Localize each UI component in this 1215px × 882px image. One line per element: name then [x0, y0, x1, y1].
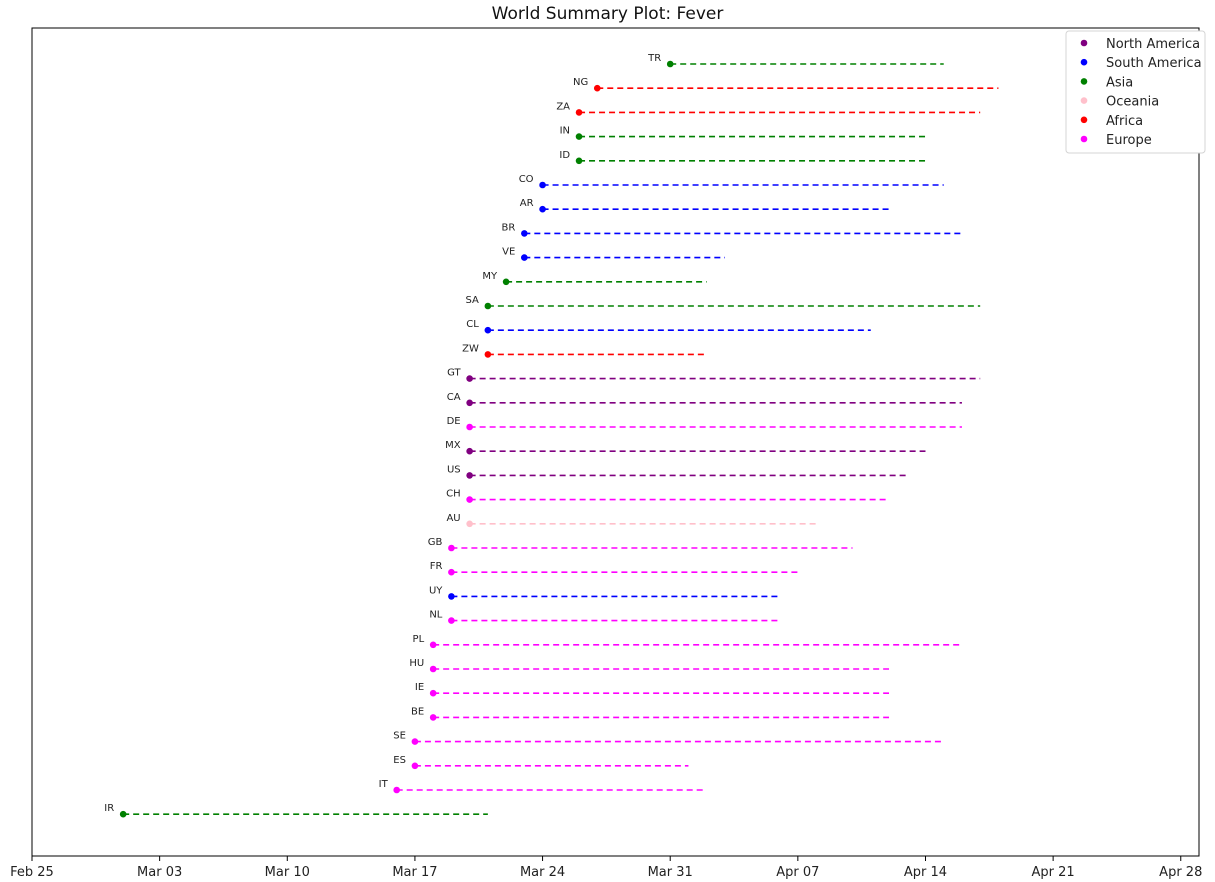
- legend-marker-asia: [1080, 78, 1088, 85]
- series-point-pl: [429, 641, 437, 649]
- country-label-ng: NG: [573, 77, 588, 88]
- x-tick-label: Mar 31: [648, 865, 693, 880]
- country-label-gt: GT: [447, 368, 461, 379]
- chart-title: World Summary Plot: Fever: [491, 4, 724, 24]
- series-point-us: [466, 472, 473, 479]
- country-label-ar: AR: [520, 198, 534, 209]
- series-point-ar: [539, 205, 546, 213]
- country-label-gb: GB: [428, 537, 443, 548]
- series-point-gt: [466, 375, 473, 382]
- country-label-au: AU: [446, 513, 460, 524]
- series-point-hu: [429, 665, 437, 673]
- country-label-ie: IE: [415, 682, 424, 693]
- country-label-ir: IR: [104, 803, 114, 814]
- country-label-be: BE: [411, 706, 424, 717]
- country-label-br: BR: [502, 222, 516, 233]
- series-point-my: [502, 278, 510, 286]
- series-point-sa: [484, 302, 492, 310]
- country-label-es: ES: [393, 755, 406, 766]
- country-label-se: SE: [393, 731, 406, 742]
- legend-label-north-america: North America: [1106, 37, 1200, 52]
- legend-marker-europe: [1080, 135, 1088, 143]
- series-point-tr: [666, 60, 674, 68]
- series-point-in: [575, 133, 583, 140]
- legend-box: [1065, 30, 1206, 154]
- country-label-co: CO: [519, 174, 534, 185]
- series-point-cl: [484, 326, 492, 334]
- legend-label-africa: Africa: [1106, 114, 1143, 129]
- plot-frame: [31, 27, 1200, 857]
- country-label-ca: CA: [447, 392, 461, 403]
- country-label-us: US: [447, 464, 461, 475]
- x-axis: Feb 25 Mar 03 Mar 10 Mar 17 Mar 24 Mar 31 Apr …: [10, 856, 1202, 880]
- x-tick-label: Apr 14: [904, 865, 947, 880]
- series-point-zw: [484, 351, 492, 358]
- series-point-ir: [119, 810, 127, 818]
- country-label-uy: UY: [429, 585, 443, 596]
- series-point-nl: [448, 617, 455, 624]
- country-label-ch: CH: [446, 489, 461, 500]
- country-label-fr: FR: [430, 561, 443, 572]
- country-label-id: ID: [559, 150, 570, 161]
- series-point-ca: [466, 399, 473, 407]
- country-label-ve: VE: [502, 247, 515, 258]
- country-label-cl: CL: [466, 319, 479, 330]
- series-point-ie: [429, 689, 437, 697]
- series-point-au: [466, 520, 473, 528]
- series-point-co: [539, 181, 546, 189]
- legend-marker-africa: [1080, 116, 1088, 124]
- country-label-my: MY: [482, 271, 498, 282]
- x-tick-label: Mar 10: [265, 865, 310, 880]
- legend-marker-oceania: [1080, 97, 1088, 104]
- series-point-uy: [448, 593, 455, 600]
- plot-points: [119, 60, 674, 818]
- legend-label-south-america: South America: [1106, 56, 1202, 71]
- legend-label-oceania: Oceania: [1106, 95, 1159, 110]
- country-label-it: IT: [379, 779, 389, 790]
- series-point-ve: [521, 254, 528, 261]
- plot-lines: [123, 63, 999, 816]
- country-label-zw: ZW: [462, 343, 479, 354]
- legend-label-asia: Asia: [1106, 75, 1133, 90]
- country-label-za: ZA: [556, 101, 570, 112]
- series-point-ng: [593, 84, 601, 92]
- series-point-mx: [466, 447, 473, 455]
- country-label-tr: TR: [647, 53, 661, 64]
- series-point-se: [411, 738, 419, 745]
- series-point-id: [575, 157, 583, 165]
- country-label-in: IN: [560, 126, 570, 137]
- legend-marker-north-america: [1080, 39, 1088, 47]
- legend: North America South America Asia Oceania Afr…: [1065, 30, 1206, 154]
- series-point-es: [411, 762, 419, 770]
- series-point-be: [429, 714, 437, 721]
- series-point-ch: [466, 496, 473, 503]
- x-tick-label: Mar 24: [520, 865, 565, 880]
- series-point-it: [393, 786, 400, 794]
- country-label-sa: SA: [465, 295, 479, 306]
- x-tick-label: Apr 07: [776, 865, 819, 880]
- country-label-hu: HU: [409, 658, 424, 669]
- country-label-pl: PL: [413, 634, 425, 645]
- country-label-mx: MX: [445, 440, 461, 451]
- x-tick-label: Mar 03: [137, 865, 182, 880]
- legend-label-europe: Europe: [1106, 133, 1152, 148]
- country-label-de: DE: [447, 416, 461, 427]
- plot-labels: TR NG ZA IN ID CO AR BR VE MY SA CL ZW GT CA DE MX US CH AU…: [104, 53, 661, 814]
- series-point-fr: [448, 568, 455, 576]
- series-point-za: [575, 109, 583, 116]
- country-label-nl: NL: [429, 610, 442, 621]
- series-point-br: [521, 230, 528, 237]
- x-tick-label: Apr 28: [1159, 865, 1202, 880]
- x-tick-label: Apr 21: [1032, 865, 1075, 880]
- x-tick-label: Feb 25: [10, 865, 54, 880]
- series-point-de: [466, 423, 473, 431]
- legend-marker-south-america: [1080, 58, 1088, 66]
- x-tick-label: Mar 17: [392, 865, 437, 880]
- series-point-gb: [448, 544, 455, 552]
